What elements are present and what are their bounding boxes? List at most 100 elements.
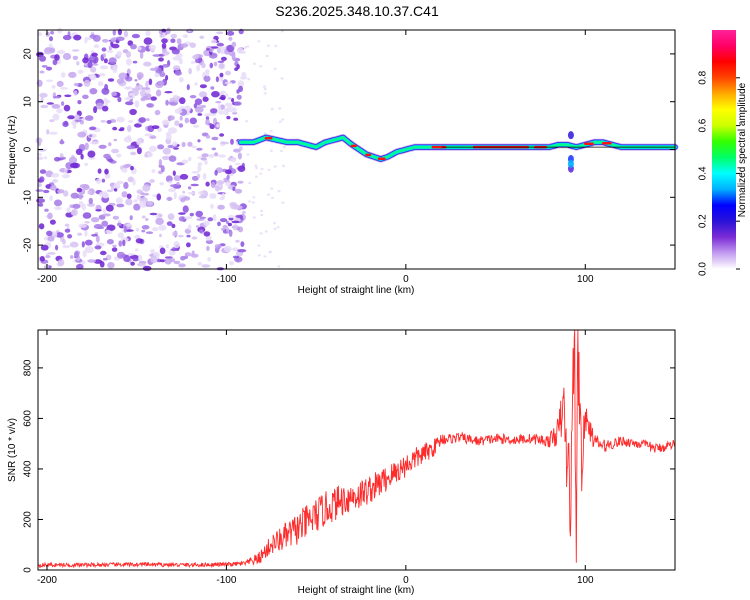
noise-blob <box>196 218 205 221</box>
noise-blob <box>228 261 235 266</box>
spectrogram-x-label: Height of straight line (km) <box>298 285 415 296</box>
noise-blob <box>217 204 225 210</box>
noise-blob <box>177 234 184 238</box>
noise-blob <box>203 75 211 82</box>
noise-blob <box>180 255 186 261</box>
noise-blob <box>210 108 218 114</box>
noise-blob <box>69 255 74 259</box>
noise-blob <box>149 212 158 216</box>
noise-blob <box>151 125 160 129</box>
noise-blob <box>197 139 201 143</box>
noise-blob <box>99 65 109 70</box>
noise-blob <box>146 201 154 206</box>
noise-blob <box>101 47 107 52</box>
noise-blob <box>142 184 151 192</box>
noise-blob <box>52 179 59 183</box>
noise-blob <box>55 232 64 238</box>
noise-blob <box>43 189 50 194</box>
noise-blob <box>271 196 274 200</box>
noise-blob <box>118 72 128 80</box>
noise-blob <box>158 224 167 231</box>
noise-blob <box>257 40 261 43</box>
noise-blob <box>118 240 123 247</box>
noise-blob <box>216 180 225 185</box>
noise-blob <box>199 216 207 219</box>
noise-blob <box>220 141 230 145</box>
noise-blob <box>141 215 146 219</box>
noise-blob <box>233 148 241 153</box>
noise-blob <box>168 155 177 162</box>
noise-blob <box>71 49 80 52</box>
noise-blob <box>87 190 92 195</box>
noise-blob <box>111 247 118 252</box>
noise-blob <box>179 77 184 83</box>
noise-blob <box>111 43 120 49</box>
noise-blob <box>159 233 162 238</box>
noise-blob <box>134 234 141 240</box>
noise-blob <box>130 261 135 266</box>
noise-blob <box>72 55 79 61</box>
noise-blob <box>248 181 252 185</box>
colorbar: 0.0 0.2 0.4 0.6 0.8 Normalized spectral ampl… <box>698 30 748 276</box>
noise-blob <box>89 134 93 137</box>
noise-blob <box>82 250 87 258</box>
noise-blob <box>158 57 164 62</box>
noise-blob <box>174 120 180 126</box>
noise-blob <box>145 30 151 36</box>
noise-blob <box>216 42 224 47</box>
noise-blob <box>138 117 147 123</box>
noise-blob <box>139 51 144 59</box>
noise-blob <box>236 94 242 100</box>
noise-blob <box>187 141 193 147</box>
noise-blob <box>225 70 231 76</box>
noise-blob <box>217 221 221 227</box>
noise-blob <box>49 119 55 123</box>
noise-blob <box>60 156 66 160</box>
noise-blob <box>90 141 99 145</box>
noise-blob <box>84 229 88 237</box>
snr-x-label: Height of straight line (km) <box>298 585 415 596</box>
noise-blob <box>211 91 220 98</box>
noise-blob <box>149 67 158 71</box>
spectrogram-noise-blobs <box>35 27 286 272</box>
noise-blob <box>89 126 97 131</box>
noise-blob <box>167 115 175 121</box>
noise-blob <box>38 223 45 230</box>
noise-blob <box>176 38 182 45</box>
noise-blob <box>173 260 181 265</box>
noise-blob <box>132 257 139 262</box>
noise-blob <box>184 117 189 124</box>
noise-blob <box>188 67 192 75</box>
noise-blob <box>186 234 191 238</box>
noise-blob <box>84 142 89 150</box>
noise-blob <box>194 98 203 105</box>
noise-blob <box>191 170 200 174</box>
noise-blob <box>132 60 138 64</box>
noise-blob <box>125 229 134 232</box>
noise-blob <box>170 248 179 251</box>
noise-blob <box>241 71 247 78</box>
noise-blob <box>232 107 237 113</box>
noise-blob <box>105 204 114 212</box>
noise-blob <box>60 138 64 145</box>
noise-blob <box>211 147 216 151</box>
noise-blob <box>233 205 243 210</box>
spectrogram-y-ticks: -20 -10 0 10 20 <box>23 48 675 252</box>
noise-blob <box>241 210 246 215</box>
snr-y-tick-label: 400 <box>23 460 34 477</box>
noise-blob <box>92 63 99 66</box>
noise-blob <box>51 85 56 89</box>
noise-blob <box>103 153 111 159</box>
noise-blob <box>239 75 248 80</box>
noise-blob <box>170 184 177 188</box>
noise-blob <box>206 48 210 51</box>
snr-y-tick-label: 200 <box>23 511 34 528</box>
noise-blob <box>79 184 89 189</box>
noise-blob <box>189 117 197 125</box>
noise-blob <box>56 108 63 114</box>
noise-blob <box>187 224 192 231</box>
noise-blob <box>101 220 109 227</box>
noise-blob <box>176 181 180 186</box>
noise-blob <box>205 135 211 139</box>
noise-blob <box>230 157 237 163</box>
